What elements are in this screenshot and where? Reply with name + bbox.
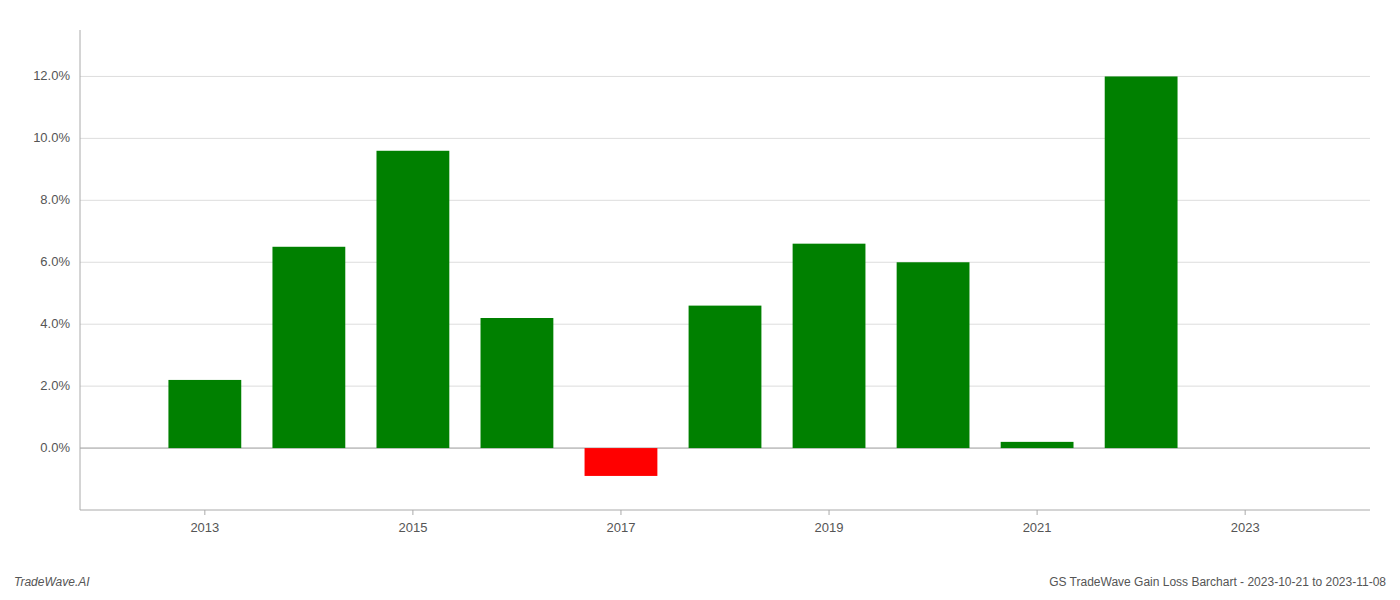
- x-tick-label: 2013: [190, 520, 219, 535]
- y-tick-label: 12.0%: [33, 68, 70, 83]
- x-tick-label: 2015: [398, 520, 427, 535]
- bar: [168, 380, 241, 448]
- x-tick: [829, 510, 830, 515]
- x-tick: [1245, 510, 1246, 515]
- y-tick-labels: 0.0% 2.0% 4.0% 6.0% 8.0% 10.0% 12.0%: [33, 68, 70, 455]
- y-tick-label: 10.0%: [33, 130, 70, 145]
- bar: [272, 247, 345, 448]
- x-tick-label: 2021: [1023, 520, 1052, 535]
- x-tick-label: 2017: [607, 520, 636, 535]
- y-axis-line: [80, 30, 81, 510]
- y-tick-label: 6.0%: [40, 254, 70, 269]
- y-tick-label: 0.0%: [40, 440, 70, 455]
- bar: [376, 151, 449, 448]
- y-tick-label: 8.0%: [40, 192, 70, 207]
- y-tick-label: 2.0%: [40, 378, 70, 393]
- bars: [168, 76, 1177, 475]
- bar: [793, 244, 866, 448]
- x-tick: [1037, 510, 1038, 515]
- x-tick: [620, 510, 621, 515]
- bar: [689, 306, 762, 448]
- bar: [897, 262, 970, 448]
- x-tick: [412, 510, 413, 515]
- watermark: TradeWave.AI: [14, 575, 90, 589]
- x-tick: [204, 510, 205, 515]
- bar: [1105, 76, 1178, 448]
- chart-svg: 0.0%2.0%4.0%6.0%8.0%10.0%12.0%2013201520…: [0, 0, 1400, 600]
- x-tick-labels: 2013 2015 2017 2019 2021 2023: [190, 510, 1259, 535]
- y-grid: [80, 76, 1370, 448]
- chart-container: 0.0%2.0%4.0%6.0%8.0%10.0%12.0%2013201520…: [0, 0, 1400, 600]
- bar: [481, 318, 554, 448]
- bar: [585, 448, 658, 476]
- background: [0, 0, 1400, 600]
- title: GS TradeWave Gain Loss Barchart - 2023-1…: [1049, 575, 1386, 589]
- x-axis-line: [80, 510, 1370, 511]
- bar: [1001, 442, 1074, 448]
- y-tick-label: 4.0%: [40, 316, 70, 331]
- x-tick-label: 2023: [1231, 520, 1260, 535]
- x-tick-label: 2019: [815, 520, 844, 535]
